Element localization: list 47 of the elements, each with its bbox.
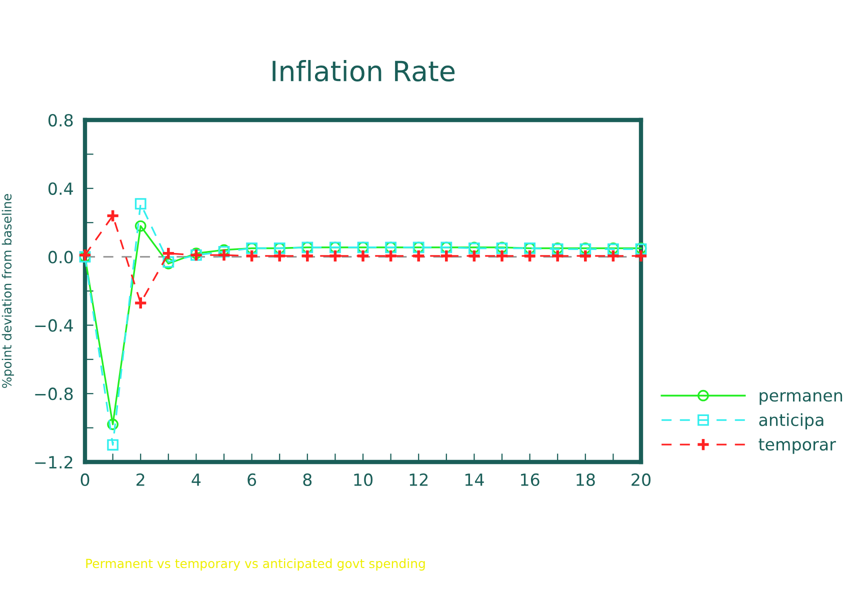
y-tick-label: 0.8 <box>48 114 73 127</box>
text: Permanent vs temporary vs anticipated govt spending <box>86 558 425 571</box>
point <box>78 248 92 262</box>
point <box>356 249 370 263</box>
point <box>467 249 482 263</box>
point <box>412 249 426 263</box>
point <box>300 249 314 263</box>
y-tick-label: −0.8 <box>35 388 73 400</box>
point <box>606 249 620 263</box>
x-tick-label: 2 <box>136 473 144 486</box>
point <box>578 249 592 263</box>
point <box>328 249 342 263</box>
point <box>134 220 146 232</box>
y-tick-label: 0.4 <box>48 182 73 195</box>
point <box>495 249 509 263</box>
point <box>217 248 231 262</box>
x-tick-label: 20 <box>632 473 650 486</box>
point <box>384 249 398 263</box>
point <box>550 249 565 263</box>
point <box>107 418 118 430</box>
point <box>634 249 648 263</box>
y-tick-label: 0.0 <box>48 250 73 264</box>
x-tick-label: 16 <box>521 473 540 486</box>
chart-title: Inflation Rate <box>272 60 455 82</box>
x-tick-label: 18 <box>576 473 595 486</box>
point <box>439 249 454 263</box>
text: temporar <box>758 438 836 454</box>
y-axis-title: %point deviation from baseline <box>2 194 14 388</box>
point <box>134 296 148 310</box>
x-tick-label: 4 <box>192 474 201 486</box>
x-tick-label: 14 <box>465 474 484 486</box>
point <box>522 249 537 263</box>
x-tick-label: 0 <box>80 473 90 486</box>
x-tick-label: 12 <box>410 473 428 486</box>
y-tick-label: −1.2 <box>35 456 72 468</box>
x-tick-label: 6 <box>248 473 256 486</box>
point <box>106 208 120 223</box>
text: permanen <box>760 392 842 405</box>
x-tick-label: 10 <box>354 473 372 486</box>
point <box>161 246 176 260</box>
point <box>134 198 146 210</box>
y-tick-label: −0.4 <box>35 319 73 332</box>
x-tick-label: 8 <box>303 473 312 486</box>
point <box>107 439 118 451</box>
point <box>272 249 287 263</box>
point <box>244 249 259 263</box>
text: anticipa <box>759 413 824 430</box>
